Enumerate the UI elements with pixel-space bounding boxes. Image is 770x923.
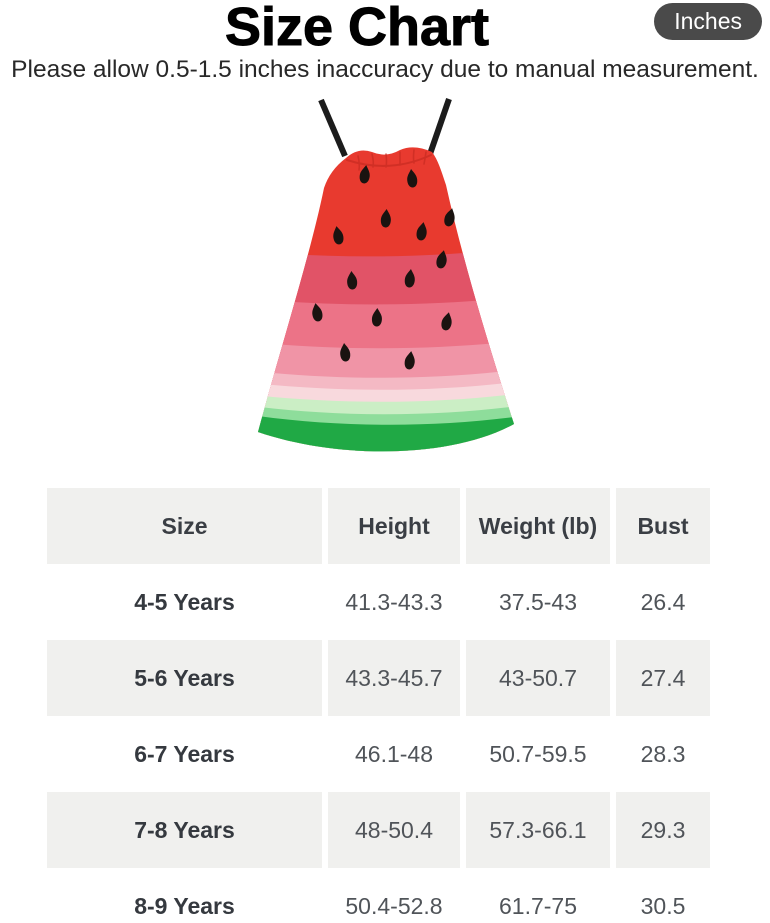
table-cell: 26.4	[616, 564, 710, 640]
table-cell: 57.3-66.1	[466, 792, 610, 868]
table-cell: 48-50.4	[328, 792, 460, 868]
table-cell: 8-9 Years	[47, 868, 322, 923]
table-cell: 46.1-48	[328, 716, 460, 792]
column-header: Size	[47, 488, 322, 564]
table-row: 5-6 Years 43.3-45.7 43-50.7 27.4	[47, 640, 710, 716]
table-cell: 50.7-59.5	[466, 716, 610, 792]
product-image	[200, 88, 580, 478]
dress-strap-right	[427, 98, 452, 155]
watermelon-dress-illustration	[258, 98, 514, 452]
table-cell: 27.4	[616, 640, 710, 716]
table-cell: 43.3-45.7	[328, 640, 460, 716]
column-header: Bust	[616, 488, 710, 564]
table-cell: 37.5-43	[466, 564, 610, 640]
table-cell: 30.5	[616, 868, 710, 923]
table-cell: 6-7 Years	[47, 716, 322, 792]
table-cell: 61.7-75	[466, 868, 610, 923]
table-cell: 43-50.7	[466, 640, 610, 716]
stripe-green-rind	[258, 406, 514, 452]
table-cell: 7-8 Years	[47, 792, 322, 868]
column-header: Weight (lb)	[466, 488, 610, 564]
table-row: 8-9 Years 50.4-52.8 61.7-75 30.5	[47, 868, 710, 923]
table-cell: 41.3-43.3	[328, 564, 460, 640]
table-row: 6-7 Years 46.1-48 50.7-59.5 28.3	[47, 716, 710, 792]
dress-body	[258, 147, 514, 452]
table-cell: 50.4-52.8	[328, 868, 460, 923]
measurement-disclaimer: Please allow 0.5-1.5 inches inaccuracy d…	[11, 56, 759, 83]
table-row: 7-8 Years 48-50.4 57.3-66.1 29.3	[47, 792, 710, 868]
unit-toggle-badge[interactable]: Inches	[654, 3, 762, 40]
column-header: Height	[328, 488, 460, 564]
dress-strap-left	[318, 98, 348, 158]
size-table: Size Height Weight (lb) Bust 4-5 Years 41.3-4…	[47, 488, 710, 923]
neckline-gathers	[346, 149, 432, 171]
table-cell: 29.3	[616, 792, 710, 868]
table-cell: 28.3	[616, 716, 710, 792]
page-title: Size Chart	[224, 0, 490, 58]
table-cell: 5-6 Years	[47, 640, 322, 716]
table-row: 4-5 Years 41.3-43.3 37.5-43 26.4	[47, 564, 710, 640]
table-row: Size Height Weight (lb) Bust	[47, 488, 710, 564]
table-cell: 4-5 Years	[47, 564, 322, 640]
